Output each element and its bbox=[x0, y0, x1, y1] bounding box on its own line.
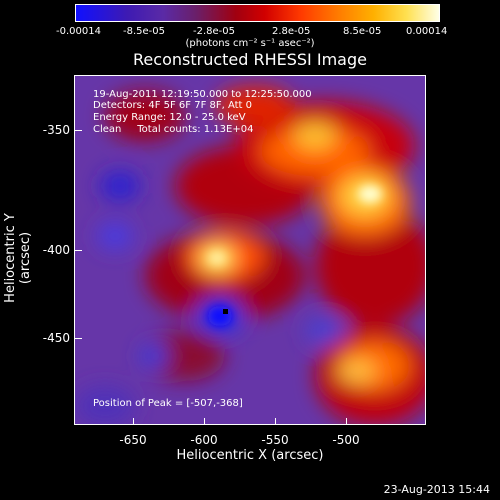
image-title: Reconstructed RHESSI Image bbox=[133, 50, 367, 69]
colorbar-tick-label: 0.00014 bbox=[406, 26, 448, 37]
peak-position: Position of Peak = [-507,-368] bbox=[93, 398, 243, 409]
rhessi-image-plot: 19-Aug-2011 12:19:50.000 to 12:25:50.000… bbox=[74, 75, 426, 425]
x-tick-label: -550 bbox=[261, 433, 289, 447]
rhessi-image bbox=[75, 76, 425, 424]
colorbar-tick-label: 2.8e-05 bbox=[272, 26, 311, 37]
x-tick-label: -600 bbox=[190, 433, 218, 447]
x-tick-label: -500 bbox=[332, 433, 360, 447]
colorbar-tick-label: -2.8e-05 bbox=[193, 26, 235, 37]
colorbar-tick-label: 8.5e-05 bbox=[343, 26, 382, 37]
datestamp: 23-Aug-2013 15:44 bbox=[383, 483, 490, 496]
x-tick-mark bbox=[346, 418, 347, 425]
y-tick-mark bbox=[75, 130, 82, 131]
peak-marker bbox=[223, 309, 228, 314]
y-tick-mark bbox=[75, 338, 82, 339]
y-tick-mark bbox=[75, 250, 82, 251]
info-energy-range: Energy Range: 12.0 - 25.0 keV bbox=[93, 112, 246, 123]
info-clean-counts: Clean Total counts: 1.13E+04 bbox=[93, 124, 254, 135]
colorbar-tick-label: -0.00014 bbox=[56, 26, 101, 37]
y-axis-label: Heliocentric Y (arcsec) bbox=[3, 213, 33, 303]
x-tick-label: -650 bbox=[119, 433, 147, 447]
colorbar-tick-label: -8.5e-05 bbox=[123, 26, 165, 37]
info-time-range: 19-Aug-2011 12:19:50.000 to 12:25:50.000 bbox=[93, 89, 312, 100]
x-tick-mark bbox=[204, 418, 205, 425]
info-detectors: Detectors: 4F 5F 6F 7F 8F, Att 0 bbox=[93, 100, 253, 111]
x-tick-mark bbox=[133, 418, 134, 425]
y-tick-label: -400 bbox=[42, 243, 70, 257]
x-axis-label: Heliocentric X (arcsec) bbox=[176, 448, 324, 463]
y-tick-label: -450 bbox=[42, 331, 70, 345]
colorbar-units: (photons cm⁻² s⁻¹ asec⁻²) bbox=[185, 38, 315, 49]
y-tick-label: -350 bbox=[42, 123, 70, 137]
x-tick-mark bbox=[275, 418, 276, 425]
colorbar bbox=[75, 4, 440, 22]
